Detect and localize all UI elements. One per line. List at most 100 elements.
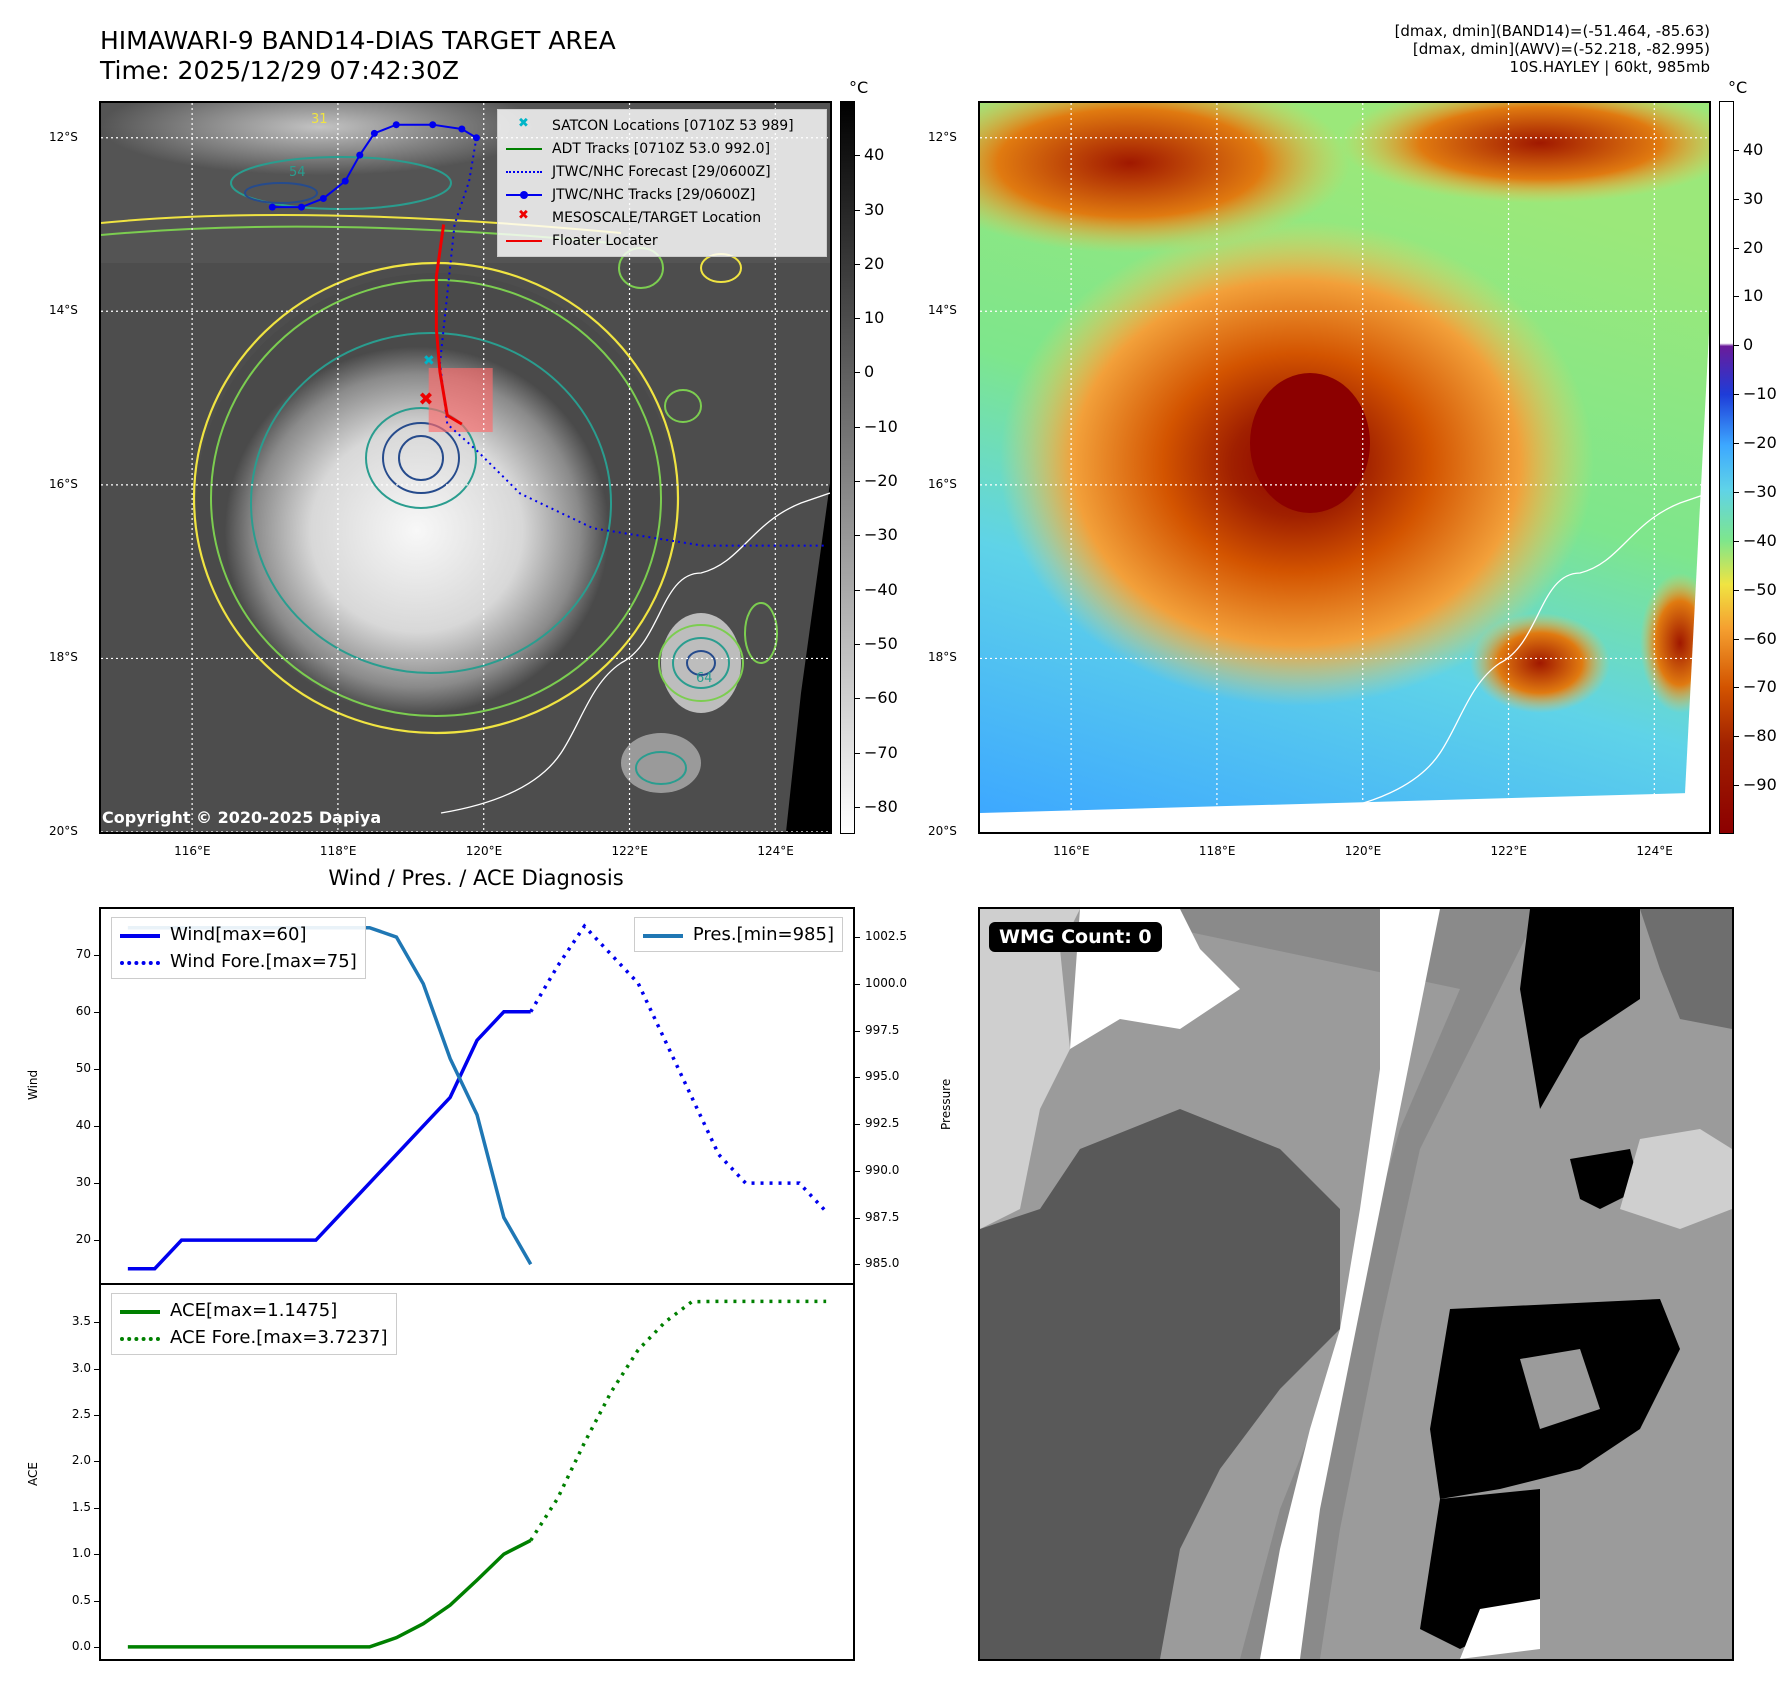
wind-ytick-right-4: 995.0: [865, 1069, 900, 1084]
wind-ytick-mark-4: [94, 1011, 99, 1013]
cbr-tick-11: −70: [1743, 677, 1777, 697]
cbl-tick-6: −20: [864, 471, 898, 491]
legend-wind-fore: Wind Fore.[max=75]: [120, 948, 357, 975]
cbr-tick-4: 0: [1743, 335, 1754, 355]
cbl-tick-mark-2: [855, 263, 860, 265]
jtwc-track-point-9: [472, 134, 480, 142]
cbr-tick-5: −10: [1743, 384, 1777, 404]
cbr-tick-mark-12: [1734, 736, 1739, 738]
ace-ytick-7: 3.5: [71, 1314, 91, 1329]
ace-chart-svg: [127, 1299, 827, 1649]
wind-ylabel: Wind: [26, 1069, 40, 1100]
cbl-tick-11: −70: [864, 742, 898, 762]
legend-forecast-label: JTWC/NHC Forecast [29/0600Z]: [552, 163, 771, 180]
wmg-panel: WMG Count: 0: [978, 907, 1734, 1661]
lon-tick-3: 122°E: [611, 844, 649, 858]
ace-ytick-mark-3: [94, 1507, 99, 1509]
awv-colorbar: [1719, 101, 1734, 834]
legend-pres-label: Pres.[min=985]: [692, 924, 834, 945]
legend-satcon: ✖ SATCON Locations [0710Z 53 989]: [518, 115, 794, 134]
lat-tick-1: 14°S: [49, 303, 78, 318]
cbl-tick-mark-10: [855, 698, 860, 700]
cbr-tick-mark-11: [1734, 687, 1739, 689]
legend-wind-label: Wind[max=60]: [170, 924, 307, 945]
lon-tick-0: 116°E: [1053, 844, 1090, 858]
info-line-2: [dmax, dmin](AWV)=(-52.218, -82.995): [1412, 40, 1710, 58]
lat-tick-2: 16°S: [49, 476, 78, 491]
cbl-tick-mark-12: [855, 806, 860, 808]
cbl-tick-4: 0: [864, 362, 875, 382]
wind-ytick-right-0: 985.0: [865, 1256, 900, 1271]
info-line-3: 10S.HAYLEY | 60kt, 985mb: [1509, 58, 1710, 76]
cbl-tick-mark-5: [855, 426, 860, 428]
wind-series-0: [127, 1010, 531, 1271]
legend-floater: Floater Locater: [506, 229, 818, 252]
ace-ytick-mark-7: [94, 1322, 99, 1324]
wmg-count-badge: WMG Count: 0: [989, 922, 1162, 952]
cbl-tick-mark-6: [855, 481, 860, 483]
wind-ytick-mark-5: [94, 954, 99, 956]
map-legend: ✖ SATCON Locations [0710Z 53 989] ADT Tra…: [497, 109, 827, 257]
legend-ace-label: ACE[max=1.1475]: [170, 1300, 338, 1321]
lon-tick-2: 120°E: [465, 844, 503, 858]
title-line-1: HIMAWARI-9 BAND14-DIAS TARGET AREA: [100, 26, 616, 55]
lat-tick-1: 14°S: [928, 303, 957, 318]
cbl-tick-mark-9: [855, 643, 860, 645]
cbr-tick-8: −40: [1743, 530, 1777, 550]
cbl-tick-mark-4: [855, 372, 860, 374]
ace-ytick-mark-4: [94, 1461, 99, 1463]
cbr-tick-12: −80: [1743, 726, 1777, 746]
cbl-tick-5: −10: [864, 416, 898, 436]
lon-tick-4: 124°E: [1636, 844, 1673, 858]
cbl-tick-1: 30: [864, 199, 885, 219]
wind-ytick-right-mark-5: [855, 1030, 860, 1032]
lat-tick-0: 12°S: [928, 129, 957, 144]
cbl-tick-10: −60: [864, 688, 898, 708]
ace-ytick-mark-5: [94, 1414, 99, 1416]
colorbar-right-unit: °C: [1728, 78, 1748, 97]
wind-ytick-right-mark-4: [855, 1077, 860, 1079]
cbr-tick-10: −60: [1743, 628, 1777, 648]
jtwc-track-point-6: [392, 121, 400, 129]
wind-ytick-5: 70: [75, 946, 91, 961]
cbl-tick-3: 10: [864, 308, 885, 328]
wind-ytick-4: 60: [75, 1003, 91, 1018]
cbl-tick-mark-7: [855, 535, 860, 537]
legend-forecast: JTWC/NHC Forecast [29/0600Z]: [506, 160, 818, 183]
wind-ytick-mark-2: [94, 1125, 99, 1127]
legend-target-label: MESOSCALE/TARGET Location: [552, 209, 762, 226]
ace-ytick-5: 2.5: [71, 1406, 91, 1421]
jtwc-track-point-2: [319, 194, 327, 202]
awv-map-svg: [980, 103, 1709, 832]
cbr-tick-mark-10: [1734, 638, 1739, 640]
lat-tick-4: 20°S: [928, 824, 957, 838]
cbr-tick-mark-2: [1734, 247, 1739, 249]
contour-label-2: 31: [311, 112, 328, 127]
wind-ytick-right-6: 1000.0: [865, 975, 907, 990]
lon-tick-1: 118°E: [1198, 844, 1236, 858]
cbr-tick-7: −30: [1743, 481, 1777, 501]
jtwc-track-point-3: [341, 177, 349, 185]
legend-wind-fore-label: Wind Fore.[max=75]: [170, 951, 357, 972]
info-line-1: [dmax, dmin](BAND14)=(-51.464, -85.63): [1394, 22, 1710, 40]
wind-ytick-mark-0: [94, 1240, 99, 1242]
wind-ytick-2: 40: [75, 1117, 91, 1132]
jtwc-track-point-5: [370, 129, 378, 137]
figure-info: [dmax, dmin](BAND14)=(-51.464, -85.63) […: [1395, 22, 1710, 76]
lon-tick-2: 120°E: [1344, 844, 1382, 858]
cbl-tick-8: −40: [864, 579, 898, 599]
jtwc-track-line: [272, 123, 477, 209]
jtwc-track-point-0: [268, 203, 276, 211]
jtwc-track-point-1: [297, 203, 305, 211]
cbr-tick-1: 30: [1743, 188, 1764, 208]
ace-ytick-3: 1.5: [71, 1499, 91, 1514]
cbr-tick-2: 20: [1743, 237, 1764, 257]
ace-ytick-mark-2: [94, 1554, 99, 1556]
cbl-tick-mark-8: [855, 589, 860, 591]
wind-pressure-chart: Wind[max=60] Wind Fore.[max=75] Pres.[mi…: [99, 907, 855, 1285]
wind-ytick-right-mark-2: [855, 1170, 860, 1172]
legend-ace: ACE[max=1.1475]: [120, 1297, 388, 1324]
lat-tick-3: 18°S: [49, 650, 78, 665]
pressure-ylabel: Pressure: [939, 1078, 953, 1130]
lat-tick-4: 20°S: [49, 824, 78, 838]
